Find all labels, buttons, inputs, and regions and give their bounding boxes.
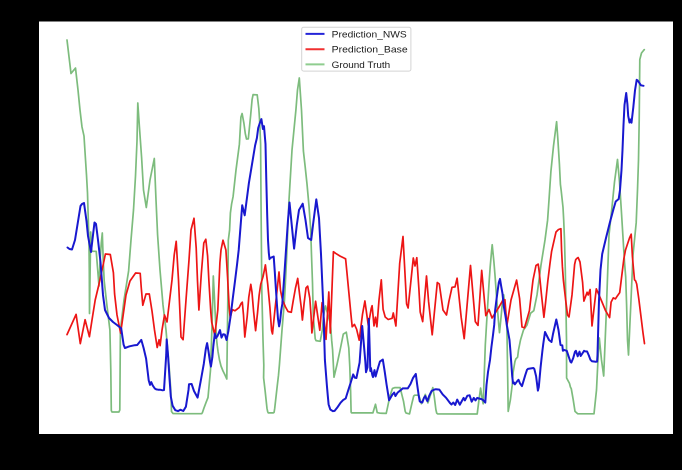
svg-text:Prediction_Base: Prediction_Base	[332, 45, 408, 55]
svg-text:Prediction_NWS: Prediction_NWS	[332, 29, 407, 39]
svg-text:Ground Truth: Ground Truth	[332, 60, 391, 70]
